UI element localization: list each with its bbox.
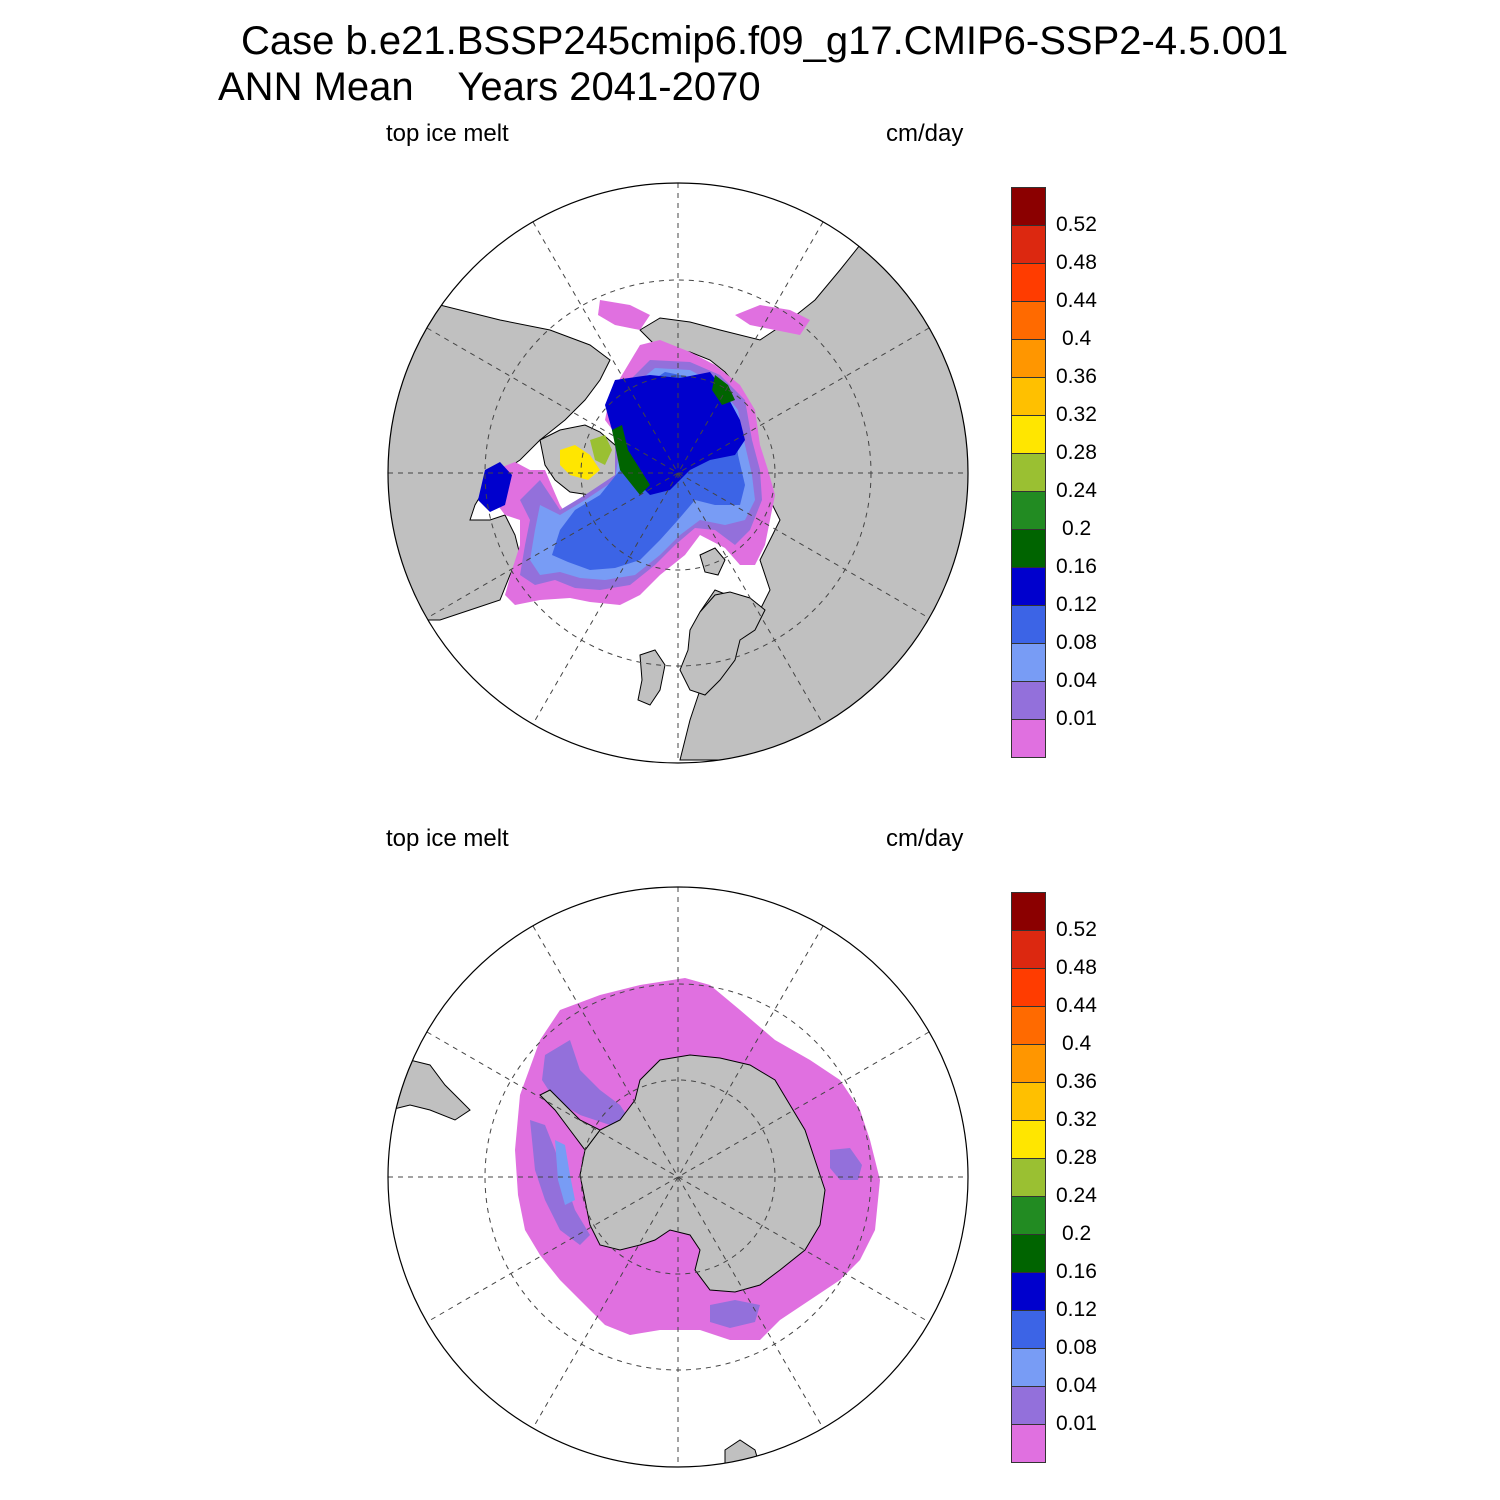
north-colorbar-swatch: [1011, 263, 1046, 302]
south-colorbar-tick-label: 0.2: [1062, 1222, 1092, 1245]
north-land-svalbard: [699, 547, 726, 576]
south-land-antarctic-peninsula: [539, 1089, 601, 1151]
north-colorbar-tick-label: 0.24: [1056, 479, 1097, 502]
south-colorbar-tick-label: 0.32: [1056, 1108, 1097, 1131]
south-colorbar-tick-label: 0.01: [1056, 1412, 1097, 1435]
north-colorbar-tick-label: 0.28: [1056, 441, 1097, 464]
south-colorbar-swatch: [1011, 1082, 1046, 1121]
north-colorbar-tick-label: 0.12: [1056, 593, 1097, 616]
north-colorbar-tick-label: 0.36: [1056, 365, 1097, 388]
south-colorbar-swatch: [1011, 1310, 1046, 1349]
north-colorbar-swatch: [1011, 339, 1046, 378]
south-colorbar-swatch: [1011, 1272, 1046, 1311]
south-colorbar-tick-label: 0.16: [1056, 1260, 1097, 1283]
north-map-border: [387, 182, 969, 764]
north-ice-green: [612, 425, 650, 495]
south-colorbar-swatch: [1011, 1424, 1046, 1463]
south-panel-units-label: cm/day: [886, 825, 964, 852]
south-colorbar-swatch: [1011, 1158, 1046, 1197]
north-colorbar-swatch: [1011, 567, 1046, 606]
north-colorbar-swatch: [1011, 187, 1046, 226]
north-ice-yellow: [560, 445, 600, 480]
south-colorbar-swatch: [1011, 1044, 1046, 1083]
figure-title-period: ANN Mean Years 2041-2070: [218, 65, 761, 109]
north-colorbar-swatch: [1011, 225, 1046, 264]
north-colorbar-tick-label: 0.08: [1056, 631, 1097, 654]
south-colorbar-swatch: [1011, 930, 1046, 969]
south-colorbar-tick-label: 0.4: [1062, 1032, 1092, 1055]
north-panel-units-label: cm/day: [886, 120, 964, 147]
north-ice-pink-pacific: [598, 300, 650, 330]
south-graticule: [388, 887, 968, 1467]
north-ice-olive: [590, 435, 612, 465]
north-land-scandinavia: [679, 591, 766, 696]
south-colorbar-swatch: [1011, 1120, 1046, 1159]
north-ice-darkblue: [605, 372, 745, 495]
south-colorbar-tick-label: 0.52: [1056, 918, 1097, 941]
north-colorbar-tick-label: 0.2: [1062, 517, 1092, 540]
south-colorbar-swatch: [1011, 1006, 1046, 1045]
south-polar-map: [387, 886, 969, 1468]
north-ice-pink-okhotsk: [735, 305, 810, 335]
north-colorbar-tick-label: 0.32: [1056, 403, 1097, 426]
north-panel-left-label: top ice melt: [386, 120, 509, 147]
north-colorbar-swatch: [1011, 719, 1046, 758]
north-ice-green-2: [712, 375, 735, 405]
north-colorbar-swatch: [1011, 529, 1046, 568]
north-colorbar-swatch: [1011, 301, 1046, 340]
south-ice-purple-ross: [710, 1300, 760, 1328]
north-colorbar-tick-label: 0.04: [1056, 669, 1097, 692]
north-colorbar-swatch: [1011, 605, 1046, 644]
south-colorbar-tick-label: 0.44: [1056, 994, 1097, 1017]
south-colorbar-tick-label: 0.04: [1056, 1374, 1097, 1397]
north-colorbar-swatch: [1011, 415, 1046, 454]
north-colorbar-swatch: [1011, 453, 1046, 492]
south-colorbar-tick-label: 0.36: [1056, 1070, 1097, 1093]
south-colorbar-tick-label: 0.48: [1056, 956, 1097, 979]
south-colorbar-tick-label: 0.12: [1056, 1298, 1097, 1321]
south-ice-purple-east: [830, 1148, 862, 1180]
north-colorbar-tick-label: 0.48: [1056, 251, 1097, 274]
south-ice-lightblue-peninsula: [555, 1140, 575, 1205]
south-panel-left-label: top ice melt: [386, 825, 509, 852]
north-colorbar-tick-label: 0.16: [1056, 555, 1097, 578]
south-map-border: [387, 886, 969, 1468]
figure-title-case: Case b.e21.BSSP245cmip6.f09_g17.CMIP6-SS…: [241, 19, 1289, 63]
north-colorbar-tick-label: 0.52: [1056, 213, 1097, 236]
south-colorbar-swatch: [1011, 1234, 1046, 1273]
south-colorbar-tick-label: 0.28: [1056, 1146, 1097, 1169]
south-colorbar-swatch: [1011, 892, 1046, 931]
north-colorbar-swatch: [1011, 377, 1046, 416]
north-graticule: [388, 183, 968, 763]
north-polar-map: [387, 182, 969, 764]
north-colorbar-tick-label: 0.4: [1062, 327, 1092, 350]
south-colorbar-swatch: [1011, 968, 1046, 1007]
south-colorbar-swatch: [1011, 1386, 1046, 1425]
south-colorbar-swatch: [1011, 1196, 1046, 1235]
north-ice-darkblue-baffin: [478, 462, 512, 512]
south-colorbar-tick-label: 0.24: [1056, 1184, 1097, 1207]
north-colorbar-swatch: [1011, 491, 1046, 530]
north-colorbar-tick-label: 0.01: [1056, 707, 1097, 730]
south-colorbar-swatch: [1011, 1348, 1046, 1387]
north-land-britain: [637, 649, 666, 706]
north-colorbar-swatch: [1011, 681, 1046, 720]
north-colorbar-swatch: [1011, 643, 1046, 682]
south-land-south-america: [388, 1059, 471, 1121]
south-colorbar-tick-label: 0.08: [1056, 1336, 1097, 1359]
north-colorbar-tick-label: 0.44: [1056, 289, 1097, 312]
